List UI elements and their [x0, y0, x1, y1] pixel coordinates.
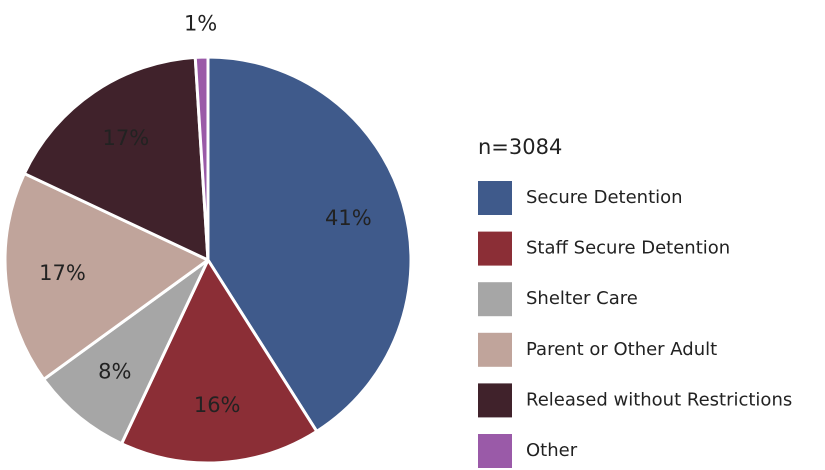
- data-label: 17%: [39, 261, 86, 285]
- data-label: 8%: [98, 360, 131, 384]
- legend-label: Parent or Other Adult: [526, 339, 717, 360]
- data-label: 16%: [194, 393, 241, 417]
- legend-label: Secure Detention: [526, 187, 683, 208]
- legend-swatch: [478, 383, 512, 418]
- legend-swatch: [478, 231, 512, 266]
- pie-slice: [120, 258, 319, 465]
- pie-slice: [3, 172, 210, 381]
- legend-label: Released without Restrictions: [526, 389, 792, 410]
- pie-slice: [22, 55, 210, 262]
- legend-label: Staff Secure Detention: [526, 238, 730, 259]
- legend-swatch: [478, 282, 512, 317]
- data-label: 17%: [103, 126, 150, 150]
- data-label: 41%: [325, 206, 372, 230]
- legend-swatch: [478, 434, 512, 468]
- pie-slice: [193, 55, 210, 262]
- data-label: 1%: [184, 12, 217, 36]
- chart-subtitle: n=3084: [478, 135, 562, 159]
- pie-slice: [42, 258, 210, 446]
- legend-swatch: [478, 181, 512, 215]
- legend-label: Shelter Care: [526, 288, 638, 309]
- legend-label: Other: [526, 440, 578, 461]
- legend-swatch: [478, 332, 512, 367]
